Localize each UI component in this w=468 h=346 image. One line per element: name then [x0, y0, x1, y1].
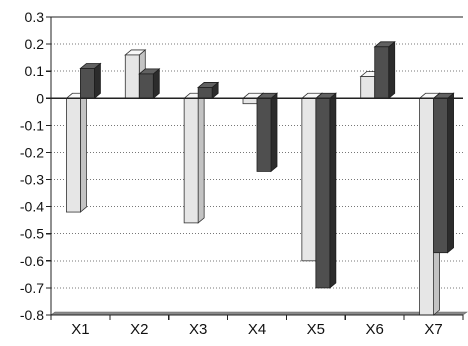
- bar-x3-series-1: [183, 92, 206, 224]
- bar-x5-series-2: [314, 92, 337, 289]
- y-tick-label: 0.1: [25, 63, 45, 79]
- bar-front-face: [315, 97, 331, 289]
- bar-front-face: [66, 97, 81, 213]
- bar-front-face: [301, 97, 317, 262]
- bar-x1-series-2: [79, 62, 102, 100]
- bar-front-face: [433, 97, 448, 254]
- bar-side-face: [447, 92, 454, 254]
- y-tick-label: -0.4: [20, 199, 44, 215]
- bar-front-face: [124, 54, 140, 99]
- x-tick-label: X7: [424, 321, 442, 338]
- x-tick-label: X1: [71, 321, 89, 338]
- bar-front-face: [183, 97, 199, 224]
- bar-x6-series-2: [373, 40, 396, 100]
- x-tick-label: X3: [189, 321, 207, 338]
- bar-x4-series-2: [255, 92, 279, 173]
- bars-layer: [65, 40, 455, 316]
- x-tick-label: X4: [248, 321, 266, 338]
- y-tick-label: -0.2: [20, 144, 44, 160]
- bar-front-face: [256, 97, 272, 172]
- y-tick-label: -0.8: [20, 307, 44, 323]
- x-tick-label: X6: [366, 321, 384, 338]
- bar-side-face: [197, 92, 205, 224]
- bar-front-face: [374, 46, 390, 99]
- y-tick-label: 0.2: [25, 36, 45, 52]
- y-tick-label: 0: [36, 90, 44, 106]
- x-tick-label: X2: [130, 321, 148, 338]
- y-tick-label: -0.1: [20, 117, 44, 133]
- bar-front-face: [80, 68, 95, 99]
- y-tick-label: -0.7: [20, 280, 44, 296]
- bar-side-face: [388, 40, 396, 100]
- y-tick-label: 0.3: [25, 9, 45, 25]
- bar-side-face: [94, 62, 101, 100]
- y-tick-label: -0.3: [20, 172, 44, 188]
- labels-layer: 0.3 0.2 0.1 0 -0.1 -0.2 -0.3 -0.4 -0.5 -0.6 -0.7 -0…: [20, 9, 443, 338]
- bar-front-face: [360, 76, 376, 99]
- bar-x7-series-2: [432, 92, 455, 254]
- y-tick-label: -0.6: [20, 253, 44, 269]
- axes-layer: [46, 16, 464, 320]
- bar-x3-series-2: [197, 81, 220, 100]
- bar-side-face: [270, 92, 278, 173]
- bar-x1-series-1: [65, 92, 88, 213]
- bar-x2-series-2: [138, 68, 161, 100]
- x-tick-label: X5: [307, 321, 325, 338]
- bar-front-face: [197, 87, 213, 99]
- bar-front-face: [138, 73, 154, 99]
- bar-side-face: [329, 92, 337, 289]
- bar-front-face: [242, 97, 258, 105]
- bar-side-face: [80, 92, 87, 213]
- bar-front-face: [419, 97, 434, 316]
- y-tick-label: -0.5: [20, 226, 44, 242]
